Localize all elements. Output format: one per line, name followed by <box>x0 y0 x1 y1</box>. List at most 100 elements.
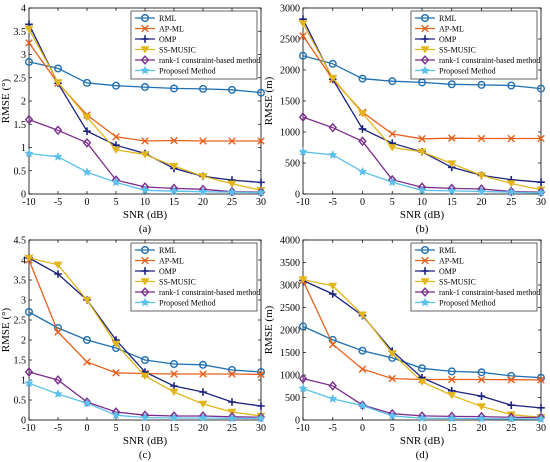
data-point <box>358 365 367 373</box>
x-tick-label: -5 <box>54 197 62 208</box>
data-point <box>537 178 545 187</box>
data-point <box>537 84 546 93</box>
data-point <box>299 322 308 331</box>
data-point <box>24 254 34 263</box>
series-rml <box>299 51 546 93</box>
y-tick-label: 3000 <box>280 4 300 15</box>
legend-label: Proposed Method <box>159 299 216 308</box>
data-point <box>82 397 92 407</box>
legend-label: RML <box>439 246 456 255</box>
x-tick-label: 20 <box>477 423 487 434</box>
x-tick-label: -10 <box>22 197 35 208</box>
data-point <box>257 88 266 97</box>
data-point <box>54 328 62 336</box>
legend-swatch-marker <box>420 287 430 297</box>
legend-entry: AP-ML <box>415 25 464 34</box>
data-point <box>82 114 92 122</box>
data-point <box>507 134 516 143</box>
legend-swatch-marker <box>141 267 149 275</box>
data-point <box>357 110 368 118</box>
data-point <box>198 84 207 93</box>
legend-label: rank-1 constraint-based method <box>159 288 260 297</box>
data-point <box>328 122 337 133</box>
data-point <box>257 178 265 187</box>
legend-label: SS-MUSIC <box>439 278 476 287</box>
y-axis-title: RMSE (°) <box>0 78 12 123</box>
x-tick-label: 30 <box>536 197 546 208</box>
data-point <box>298 112 308 122</box>
legend-label: OMP <box>439 267 457 276</box>
data-point <box>227 180 237 188</box>
data-point <box>447 185 457 195</box>
series-rml <box>25 57 266 97</box>
data-point <box>54 64 63 73</box>
y-tick-label: 0.5 <box>14 396 27 407</box>
data-point <box>328 340 337 349</box>
legend-label: OMP <box>159 267 177 276</box>
data-point <box>506 187 516 197</box>
legend-entry: SS-MUSIC <box>415 278 476 287</box>
legend-label: rank-1 constraint-based method <box>439 56 540 65</box>
data-point <box>82 167 92 177</box>
data-point <box>170 382 178 390</box>
legend-label: SS-MUSIC <box>159 278 196 287</box>
y-axis-title: RMSE (m) <box>263 305 275 354</box>
y-tick-label: 1.5 <box>14 120 27 131</box>
x-tick-label: 0 <box>85 197 90 208</box>
data-point <box>328 282 338 290</box>
data-point <box>256 413 266 423</box>
data-point <box>447 80 456 89</box>
y-tick-label: 1000 <box>280 128 300 139</box>
series-ss-music <box>298 20 546 194</box>
legend-entry: Proposed Method <box>135 297 216 308</box>
data-point <box>388 130 397 138</box>
legend-label: Proposed Method <box>439 67 496 76</box>
data-point <box>298 20 308 28</box>
data-point <box>24 148 34 158</box>
data-point <box>476 186 487 196</box>
y-tick-label: 1 <box>21 376 26 387</box>
data-point <box>111 177 121 187</box>
data-point <box>387 411 397 420</box>
series-line <box>302 55 542 90</box>
y-tick-label: 4 <box>21 256 26 267</box>
data-point <box>25 308 34 317</box>
data-point <box>418 364 427 373</box>
data-point <box>537 134 545 143</box>
data-point <box>299 51 308 60</box>
x-tick-label: 30 <box>256 197 266 208</box>
data-point <box>53 261 63 269</box>
legend-swatch-marker <box>140 46 150 54</box>
data-point <box>25 39 33 47</box>
legend-entry: rank-1 constraint-based method <box>415 55 540 65</box>
legend-label: rank-1 constraint-based method <box>159 56 260 65</box>
data-point <box>257 370 265 379</box>
series-proposed-method <box>298 146 546 197</box>
data-point <box>53 389 63 399</box>
legend-box <box>130 10 258 80</box>
y-tick-label: 3.5 <box>14 276 27 287</box>
x-tick-label: 10 <box>140 197 150 208</box>
data-point <box>506 180 516 188</box>
data-point <box>111 410 121 420</box>
data-point <box>82 336 91 345</box>
legend-swatch-marker <box>140 245 149 254</box>
x-tick-label: 5 <box>390 197 395 208</box>
legend-entry: rank-1 constraint-based method <box>415 287 540 297</box>
x-tick-label: 15 <box>169 423 179 434</box>
data-point <box>418 135 426 143</box>
legend-swatch-marker <box>140 297 150 307</box>
x-tick-label: 20 <box>477 197 487 208</box>
data-point <box>387 177 397 187</box>
data-point <box>25 57 34 66</box>
x-axis-title: SNR (dB) <box>123 435 168 447</box>
legend-swatch-marker <box>140 287 150 297</box>
x-tick-label: 25 <box>506 423 516 434</box>
legend-label: RML <box>159 246 176 255</box>
legend-swatch-marker <box>420 297 430 307</box>
data-point <box>358 346 367 355</box>
data-point <box>228 398 236 406</box>
data-point <box>536 187 546 197</box>
panel-b: -10 -5 0 5 10 15 20 25 30 0 500 1000 1500 2000 2500 300… <box>263 4 546 236</box>
series-line <box>28 311 262 373</box>
